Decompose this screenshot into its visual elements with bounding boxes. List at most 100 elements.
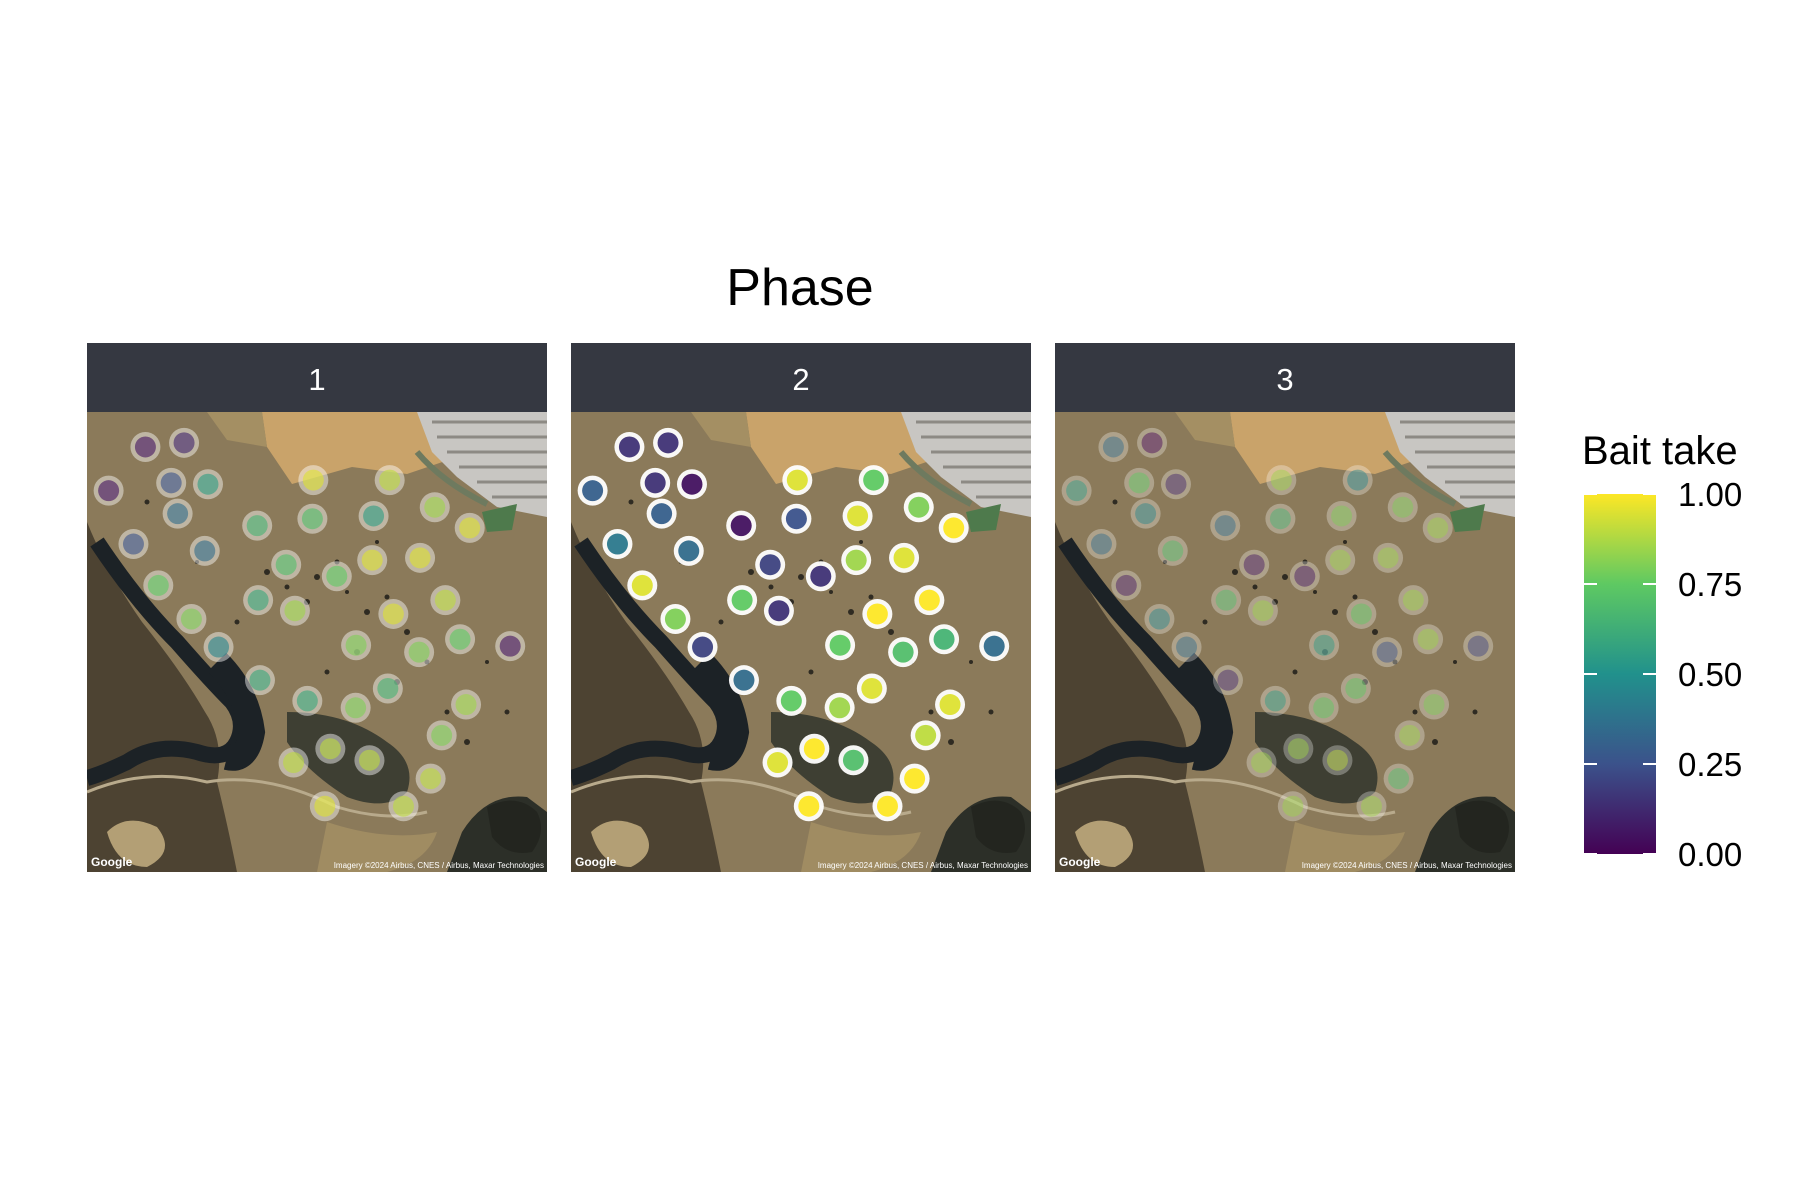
bait-station-point [363,505,385,527]
bait-station-ring [1266,465,1297,496]
bait-station-ring [1422,512,1453,543]
bait-station-point [861,677,883,699]
bait-station-point [361,549,383,571]
bait-station-ring [1086,529,1117,560]
bait-station-ring [1413,624,1444,655]
bait-station-ring [1283,733,1314,764]
bait-station-point [167,503,189,525]
bait-station-point [893,547,915,569]
bait-station-ring [1211,585,1242,616]
bait-station-point [1287,738,1309,760]
bait-station-point [768,600,790,622]
bait-station-point [1270,469,1292,491]
bait-station-ring [1144,604,1175,634]
bait-station-ring [1346,598,1377,629]
bait-station-point [876,795,898,817]
bait-station-ring [1265,503,1296,534]
bait-station-ring [1160,469,1191,500]
bait-station-point [1313,634,1335,656]
bait-station-point [651,503,673,525]
bait-station-point [681,473,703,495]
imagery-attribution: Imagery ©2024 Airbus, CNES / Airbus, Max… [334,861,544,870]
bait-station-point [1402,589,1424,611]
google-logo: Google [1059,855,1101,869]
figure-title: Phase [726,259,873,317]
bait-station-ring [1124,467,1155,498]
bait-station-ring [1098,431,1129,462]
bait-station-ring [1246,747,1277,778]
bait-station-point [1329,549,1351,571]
bait-station-point [1360,795,1382,817]
bait-station-point [767,752,789,774]
bait-station-point [1165,473,1187,495]
bait-station-point [618,436,640,458]
bait-station-point [434,589,456,611]
bait-station-point [296,690,318,712]
bait-station-ring [1061,475,1092,506]
bait-station-point [1294,565,1316,587]
bait-station-ring [1111,570,1142,601]
bait-station-point [582,480,604,502]
bait-station-ring [1394,720,1425,751]
facet-strip [87,343,547,412]
bait-station-point [382,603,404,625]
legend-tick-label: 0.75 [1678,566,1742,603]
bait-station-ring [1463,631,1494,662]
bait-station-point [803,738,825,760]
bait-station-point [1423,694,1445,716]
bait-station-point [455,694,477,716]
bait-station-point [134,436,156,458]
bait-station-point [160,472,182,494]
bait-station-point [379,469,401,491]
bait-station-ring [1210,510,1241,541]
bait-station-ring [1157,535,1188,566]
bait-station-point [345,697,367,719]
bait-station-point [798,795,820,817]
bait-station-point [847,505,869,527]
bait-station-point [1347,469,1369,491]
bait-station-point [1141,432,1163,454]
bait-station-point [786,469,808,491]
bait-station-point [842,749,864,771]
bait-station-point [1102,436,1124,458]
bait-station-point [345,634,367,656]
bait-station-point [1252,600,1274,622]
bait-station-point [943,517,965,539]
bait-station-point [1427,517,1449,539]
bait-station-point [1215,589,1237,611]
google-logo: Google [91,855,133,869]
bait-station-point [904,768,926,790]
bait-station-point [829,697,851,719]
bait-station-point [657,432,679,454]
bait-station-point [358,749,380,771]
legend: Bait take 1.00 0.75 0.50 0.25 0.00 [1582,429,1742,873]
bait-station-point [1135,503,1157,525]
bait-station-point [1331,505,1353,527]
facet-panels: 1 Google Imagery ©2024 Airbus, CNES / Airb… [87,343,1515,872]
imagery-attribution: Imagery ©2024 Airbus, CNES / Airbus, Max… [1302,861,1512,870]
bait-station-point [1417,628,1439,650]
bait-station-point [499,635,521,657]
bait-station-point [249,669,271,691]
bait-station-ring [1247,595,1278,626]
facet-panel-1: 1 Google Imagery ©2024 Airbus, CNES / Airb… [87,343,547,872]
bait-station-point [197,473,219,495]
bait-station-point [208,636,230,658]
bait-station-ring [1342,465,1373,496]
bait-station-point [319,738,341,760]
bait-station-ring [1212,665,1243,696]
bait-station-point [933,628,955,650]
bait-station-point [1090,533,1112,555]
bait-station-point [1392,496,1414,518]
bait-station-point [1313,697,1335,719]
bait-station-ring [1239,549,1270,580]
bait-station-point [283,752,305,774]
bait-station-point [314,795,336,817]
legend-title: Bait take [1582,429,1738,473]
bait-station-point [122,533,144,555]
bait-station-point [377,677,399,699]
facet-strip-label: 2 [792,362,809,397]
bait-station-ring [1383,763,1414,794]
bait-station-point [1467,635,1489,657]
bait-station-ring [1309,630,1340,661]
